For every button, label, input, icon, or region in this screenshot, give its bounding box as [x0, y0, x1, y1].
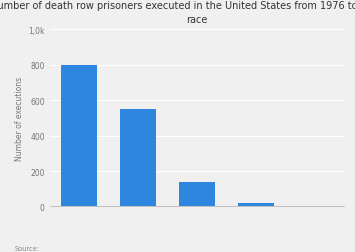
- Y-axis label: Number of executions: Number of executions: [15, 77, 24, 160]
- Text: Source:
EJP
© Statista 2024: Source: EJP © Statista 2024: [14, 245, 68, 252]
- Bar: [61, 66, 97, 207]
- Bar: [179, 182, 215, 207]
- Bar: [238, 203, 274, 207]
- Title: Number of death row prisoners executed in the United States from 1976 to 2023, b: Number of death row prisoners executed i…: [0, 2, 355, 25]
- Bar: [297, 206, 333, 207]
- Bar: [120, 109, 156, 207]
